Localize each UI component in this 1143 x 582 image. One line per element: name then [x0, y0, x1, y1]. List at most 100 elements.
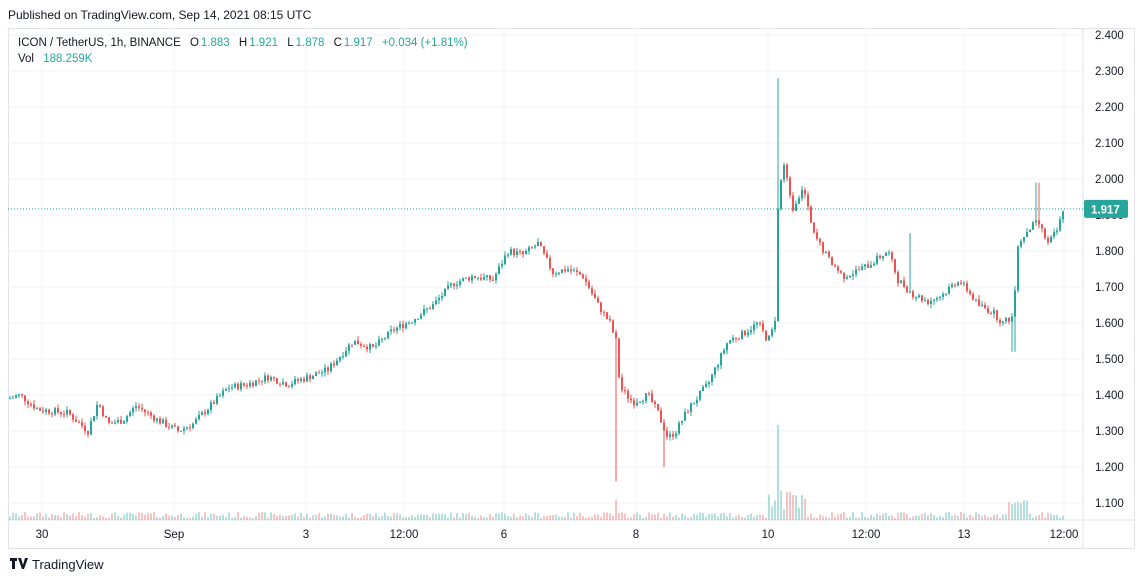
volume-bar	[747, 514, 749, 520]
candle-body	[309, 375, 311, 380]
candle-body	[189, 427, 191, 429]
candle-body	[522, 251, 524, 255]
volume-bar	[489, 514, 491, 520]
candle-body	[96, 404, 98, 417]
volume-bar	[1032, 517, 1034, 520]
candle-body	[873, 263, 875, 266]
volume-bar	[387, 516, 389, 520]
volume-bar	[924, 513, 926, 520]
volume-bar	[117, 515, 119, 520]
candle-body	[1026, 231, 1028, 238]
volume-bar	[330, 513, 332, 520]
volume-bar	[204, 512, 206, 520]
y-tick-label: 1.500	[1095, 354, 1124, 366]
volume-bar	[270, 512, 272, 520]
volume-row: Vol 188.259K	[18, 51, 470, 67]
volume-bar	[648, 512, 650, 520]
volume-bar	[798, 507, 800, 520]
candle-body	[21, 394, 23, 396]
volume-bar	[951, 515, 953, 520]
volume-bar	[906, 514, 908, 520]
candle-body	[126, 416, 128, 422]
candle-body	[399, 324, 401, 328]
volume-bar	[672, 516, 674, 520]
volume-bar	[213, 513, 215, 520]
candle-body	[300, 378, 302, 381]
candle-body	[747, 332, 749, 336]
candle-body	[864, 264, 866, 267]
candle-body	[1047, 238, 1049, 243]
candle-body	[798, 198, 800, 204]
candle-body	[903, 280, 905, 287]
volume-bar	[441, 513, 443, 520]
candle-body	[927, 299, 929, 305]
volume-bar	[183, 517, 185, 520]
candle-body	[333, 363, 335, 366]
candle-body	[282, 382, 284, 385]
volume-bar	[918, 516, 920, 520]
candle-body	[195, 419, 197, 424]
candle-body	[177, 426, 179, 432]
volume-bar	[903, 512, 905, 520]
volume-bar	[981, 515, 983, 520]
volume-bar	[675, 514, 677, 520]
volume-bar	[849, 516, 851, 520]
candle-body	[249, 382, 251, 387]
candle-body	[144, 409, 146, 413]
candle-body	[474, 276, 476, 279]
volume-bar	[564, 516, 566, 520]
volume-bar	[81, 515, 83, 520]
candle-body	[471, 276, 473, 281]
candle-body	[846, 277, 848, 279]
candle-body	[45, 409, 47, 412]
volume-bar	[99, 515, 101, 520]
candlestick-chart[interactable]: 2.4002.3002.2002.1002.0001.9001.8001.700…	[8, 28, 1135, 549]
candle-body	[603, 312, 605, 314]
candle-body	[105, 416, 107, 418]
x-tick-label: Sep	[164, 529, 184, 541]
volume-bar	[54, 515, 56, 520]
volume-bar	[552, 515, 554, 520]
candle-body	[36, 408, 38, 410]
candle-body	[183, 428, 185, 431]
candle-body	[9, 398, 11, 400]
footer-brand[interactable]: TradingView	[10, 557, 104, 572]
candle-body	[663, 422, 665, 431]
volume-bar	[240, 517, 242, 520]
volume-bar	[909, 517, 911, 520]
volume-value: 188.259K	[43, 53, 93, 65]
volume-bar	[852, 512, 854, 520]
candle-body	[504, 255, 506, 265]
symbol-label[interactable]: ICON / TetherUS, 1h, BINANCE	[18, 37, 181, 49]
volume-bar	[180, 513, 182, 520]
volume-bar	[126, 512, 128, 520]
candle-body	[441, 296, 443, 298]
volume-bar	[192, 516, 194, 520]
candle-body	[762, 323, 764, 331]
candle-body	[30, 404, 32, 406]
volume-bar	[450, 512, 452, 520]
volume-bar	[60, 517, 62, 520]
candle-body	[411, 322, 413, 324]
volume-bar	[801, 495, 803, 520]
volume-bar	[789, 491, 791, 520]
volume-bar	[984, 514, 986, 520]
volume-bar	[657, 512, 659, 520]
candle-body	[1017, 246, 1019, 291]
candle-body	[990, 312, 992, 314]
volume-bar	[273, 513, 275, 520]
volume-bar	[390, 516, 392, 520]
x-tick-label: 12:00	[852, 529, 881, 541]
volume-bar	[318, 513, 320, 520]
volume-bar	[954, 514, 956, 520]
candle-body	[1032, 222, 1034, 230]
volume-bar	[351, 512, 353, 520]
candle-body	[306, 375, 308, 382]
candle-body	[288, 386, 290, 388]
volume-bar	[525, 513, 527, 520]
candle-body	[120, 419, 122, 424]
candle-body	[657, 404, 659, 411]
candle-body	[906, 286, 908, 293]
high-label: H	[238, 37, 248, 49]
candle-body	[357, 340, 359, 345]
